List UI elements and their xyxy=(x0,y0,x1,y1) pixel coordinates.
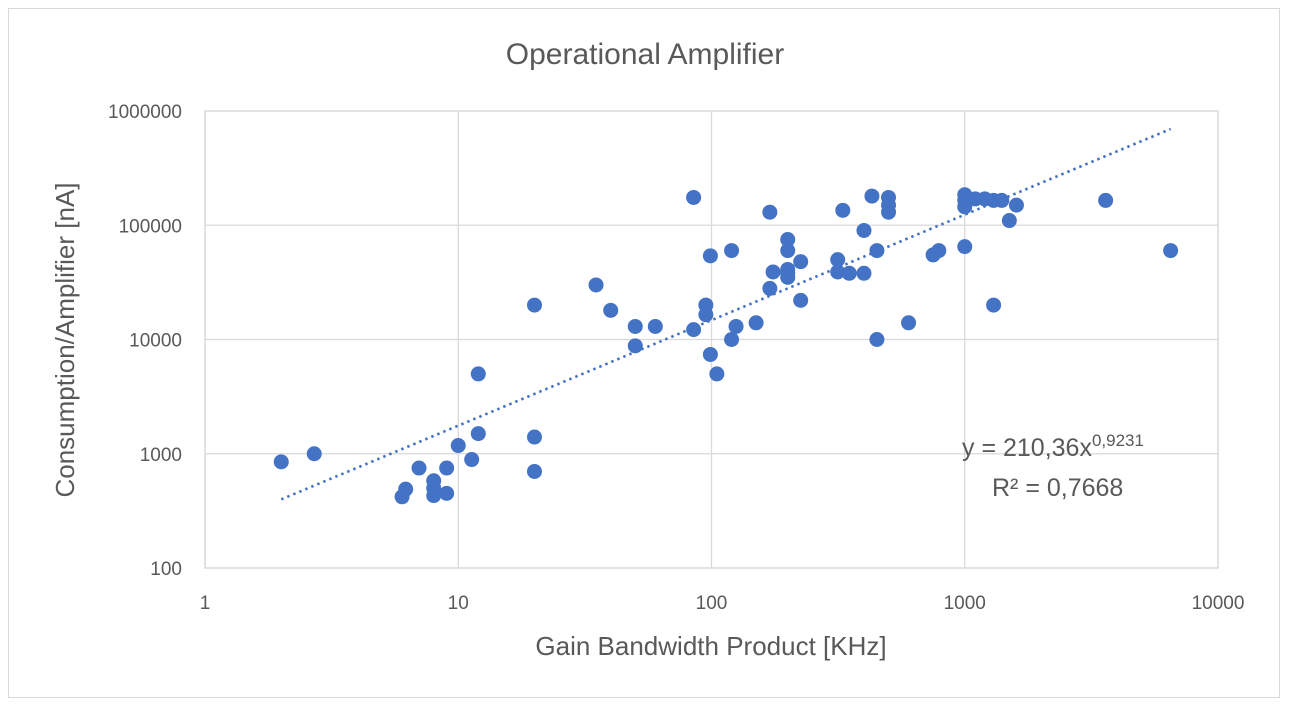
data-point xyxy=(793,254,809,270)
data-point xyxy=(426,488,442,504)
data-point xyxy=(864,188,880,204)
data-point xyxy=(856,265,872,281)
x-tick-label: 1000 xyxy=(944,593,986,614)
data-point xyxy=(709,366,725,382)
data-point xyxy=(780,232,796,248)
data-point xyxy=(931,243,947,259)
grid-lines xyxy=(204,110,1219,569)
trendline-equation-base: y = 210,36x xyxy=(962,434,1092,462)
data-point xyxy=(1098,192,1114,208)
data-point xyxy=(994,192,1010,208)
data-point xyxy=(603,302,619,318)
data-point xyxy=(470,426,486,442)
data-point xyxy=(526,297,542,313)
data-point xyxy=(830,252,846,268)
data-point xyxy=(901,315,917,331)
y-tick-label: 1000000 xyxy=(108,102,182,123)
data-point xyxy=(869,243,885,259)
data-point xyxy=(1008,197,1024,213)
data-point xyxy=(986,297,1002,313)
y-axis-title: Consumption/Amplifier [nA] xyxy=(50,182,80,497)
data-points xyxy=(273,187,1179,505)
data-point xyxy=(588,277,604,293)
y-tick-label: 10000 xyxy=(129,331,182,352)
chart-frame xyxy=(8,8,1280,698)
data-point xyxy=(686,322,702,338)
data-point xyxy=(856,222,872,238)
data-point xyxy=(869,332,885,347)
data-point xyxy=(702,346,718,362)
data-point xyxy=(273,454,289,470)
trendline xyxy=(280,127,1172,501)
data-point xyxy=(728,318,744,334)
x-axis-title: Gain Bandwidth Product [KHz] xyxy=(535,631,886,661)
chart-title: Operational Amplifier xyxy=(506,38,784,71)
data-point xyxy=(1001,213,1017,229)
trendline-equation: y = 210,36x0,9231 xyxy=(962,431,1144,462)
data-point xyxy=(627,318,643,334)
data-point xyxy=(526,463,542,479)
x-tick-label: 10000 xyxy=(1192,593,1245,614)
data-point xyxy=(686,189,702,205)
data-point xyxy=(464,452,480,468)
data-point xyxy=(957,199,973,215)
data-point xyxy=(762,204,778,220)
y-tick-label: 1000 xyxy=(140,445,182,466)
x-tick-label: 10 xyxy=(448,593,469,614)
data-point xyxy=(765,264,781,280)
data-point xyxy=(830,264,846,280)
data-point xyxy=(450,438,466,454)
x-tick-label: 1 xyxy=(200,593,211,614)
y-tick-label: 100000 xyxy=(119,216,182,237)
data-point xyxy=(702,248,718,264)
trendline-equation-exponent: 0,9231 xyxy=(1092,431,1144,450)
tick-labels: 1 10 100 1000 10000 100 1000 10000 100000 1000000 xyxy=(108,102,1244,614)
data-point xyxy=(724,243,740,259)
data-point xyxy=(957,239,973,255)
data-point xyxy=(439,485,455,501)
data-point xyxy=(724,332,740,347)
plot-area-border xyxy=(204,110,1219,569)
data-point xyxy=(306,446,322,462)
data-point xyxy=(470,366,486,382)
data-point xyxy=(835,202,851,218)
x-tick-label: 100 xyxy=(696,593,728,614)
data-point xyxy=(841,265,857,281)
data-point xyxy=(780,269,796,285)
data-point xyxy=(1163,243,1179,259)
data-point xyxy=(627,338,643,354)
trendline-path xyxy=(280,127,1172,501)
data-point xyxy=(762,280,778,296)
data-point xyxy=(698,307,714,323)
data-point xyxy=(526,429,542,445)
y-tick-label: 100 xyxy=(150,559,182,580)
data-point xyxy=(398,481,414,497)
data-point xyxy=(439,460,455,476)
data-point xyxy=(647,318,663,334)
data-point xyxy=(793,292,809,308)
data-point xyxy=(748,315,764,331)
data-point xyxy=(411,460,427,476)
data-point xyxy=(881,204,897,220)
r-squared-label: R² = 0,7668 xyxy=(992,474,1123,502)
data-point xyxy=(780,243,796,259)
